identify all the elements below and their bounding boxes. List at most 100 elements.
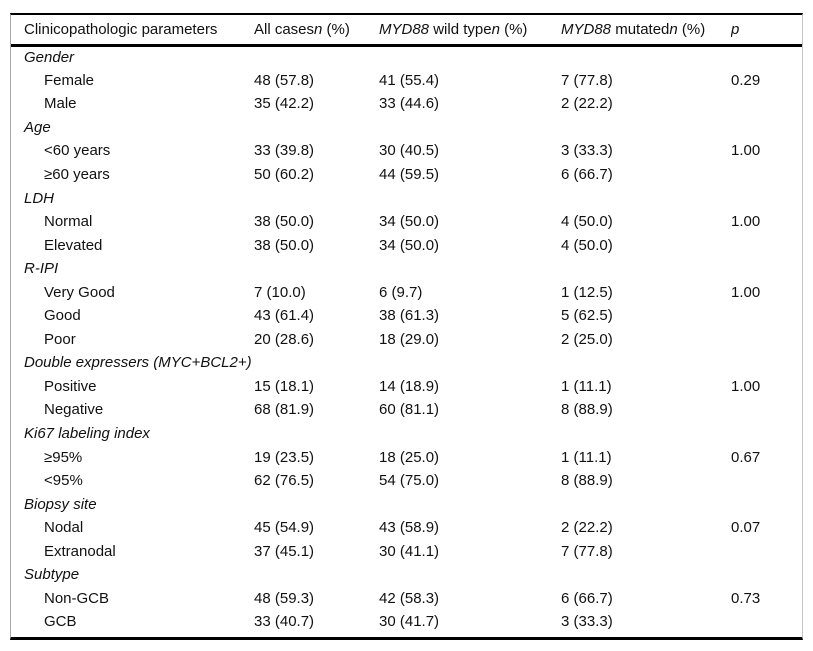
section-label: R-IPI [24, 260, 59, 278]
table-body: Gender Female 48 (57.8) 41 (55.4) 7 (77.… [11, 45, 802, 634]
table-row: Negative 68 (81.9) 60 (81.1) 8 (88.9) [11, 398, 802, 422]
cell-parameter: Poor [44, 330, 76, 348]
cell-parameter: ≥95% [44, 448, 83, 466]
table-row: GCB 33 (40.7) 30 (41.7) 3 (33.3) [11, 610, 802, 634]
cell-mutated: 2 (25.0) [561, 330, 613, 348]
cell-p-value [731, 539, 802, 563]
cell-p-value [731, 163, 802, 187]
cell-parameter: Extranodal [44, 542, 116, 560]
col-header-p-value: p [731, 15, 802, 47]
cell-p-value: 1.00 [731, 283, 761, 301]
table-header: Clinicopathologic parameters All casesn … [11, 15, 802, 47]
cell-all-cases: 33 (40.7) [254, 613, 315, 631]
cell-all-cases: 37 (45.1) [254, 542, 315, 560]
cell-wild-type: 42 (58.3) [379, 589, 440, 607]
cell-mutated: 5 (62.5) [561, 307, 613, 325]
cell-parameter: <60 years [44, 142, 111, 160]
cell-all-cases: 19 (23.5) [254, 448, 315, 466]
cell-mutated: 8 (88.9) [561, 401, 613, 419]
cell-wild-type: 30 (41.7) [379, 613, 440, 631]
section-row: R-IPI [11, 257, 802, 281]
cell-mutated: 1 (11.1) [561, 448, 612, 466]
cell-mutated: 3 (33.3) [561, 613, 613, 631]
cell-mutated: 6 (66.7) [561, 166, 613, 183]
col-header-all-cases: All casesn (%) [254, 15, 379, 47]
cell-parameter: Nodal [44, 519, 84, 537]
table-row: Good 43 (61.4) 38 (61.3) 5 (62.5) [11, 304, 802, 328]
cell-mutated: 8 (88.9) [561, 472, 613, 490]
cell-wild-type: 30 (40.5) [379, 142, 440, 160]
table-row: Non-GCB 48 (59.3) 42 (58.3) 6 (66.7) 0.7… [11, 587, 802, 611]
section-row: Ki67 labeling index [11, 422, 802, 446]
cell-all-cases: 48 (57.8) [254, 71, 315, 89]
cell-p-value: 1.00 [731, 142, 761, 160]
section-label: Ki67 labeling index [24, 425, 150, 443]
header-row: Clinicopathologic parameters All casesn … [11, 15, 802, 47]
all-cases-pct: (%) [322, 20, 350, 38]
section-label: Biopsy site [24, 495, 97, 513]
cell-parameter: Female [44, 71, 95, 89]
cell-mutated: 3 (33.3) [561, 142, 613, 160]
col-header-mutated: MYD88 mutatedn (%) [561, 15, 731, 47]
cell-wild-type: 6 (9.7) [379, 283, 423, 301]
cell-all-cases: 38 (50.0) [254, 236, 315, 254]
section-label: LDH [24, 189, 55, 207]
section-row: Biopsy site [11, 492, 802, 516]
table-row: Positive 15 (18.1) 14 (18.9) 1 (11.1) 1.… [11, 375, 802, 399]
cell-all-cases: 62 (76.5) [254, 472, 315, 490]
table-row: Very Good 7 (10.0) 6 (9.7) 1 (12.5) 1.00 [11, 280, 802, 304]
cell-parameter: Non-GCB [44, 589, 110, 607]
mutated-n: n [669, 20, 678, 38]
all-cases-n: n [314, 20, 323, 38]
cell-p-value [731, 610, 802, 634]
table-row: Normal 38 (50.0) 34 (50.0) 4 (50.0) 1.00 [11, 210, 802, 234]
cell-all-cases: 50 (60.2) [254, 166, 315, 183]
cell-mutated: 1 (12.5) [561, 283, 613, 301]
wild-type-n: n [491, 20, 500, 38]
cell-p-value: 1.00 [731, 377, 761, 395]
cell-parameter: Elevated [44, 236, 103, 254]
cell-mutated: 1 (11.1) [561, 377, 612, 395]
cell-wild-type: 34 (50.0) [379, 236, 440, 254]
cell-all-cases: 7 (10.0) [254, 283, 306, 301]
cell-mutated: 2 (22.2) [561, 95, 613, 113]
cell-wild-type: 43 (58.9) [379, 519, 440, 537]
table-row: Poor 20 (28.6) 18 (29.0) 2 (25.0) [11, 328, 802, 352]
cell-wild-type: 34 (50.0) [379, 213, 440, 231]
cell-wild-type: 18 (29.0) [379, 330, 440, 348]
cell-parameter: GCB [44, 613, 77, 631]
cell-all-cases: 45 (54.9) [254, 519, 315, 537]
cell-mutated: 4 (50.0) [561, 236, 613, 254]
table-row: Female 48 (57.8) 41 (55.4) 7 (77.8) 0.29 [11, 69, 802, 93]
cell-all-cases: 33 (39.8) [254, 142, 315, 160]
cell-all-cases: 15 (18.1) [254, 377, 315, 395]
table-row: Elevated 38 (50.0) 34 (50.0) 4 (50.0) [11, 233, 802, 257]
table-row: ≥95% 19 (23.5) 18 (25.0) 1 (11.1) 0.67 [11, 445, 802, 469]
wild-type-gene: MYD88 [379, 20, 430, 38]
cell-all-cases: 20 (28.6) [254, 330, 315, 348]
section-label: Gender [24, 49, 75, 67]
cell-p-value: 0.67 [731, 448, 761, 466]
section-row: Age [11, 116, 802, 140]
col-header-parameters-label: Clinicopathologic parameters [24, 20, 218, 38]
cell-p-value [731, 328, 802, 352]
section-label: Double expressers (MYC+BCL2+) [24, 354, 252, 372]
clinicopathologic-table-frame: Clinicopathologic parameters All casesn … [10, 13, 803, 640]
cell-all-cases: 68 (81.9) [254, 401, 315, 419]
mutated-text: mutated [611, 20, 670, 38]
cell-wild-type: 38 (61.3) [379, 307, 440, 325]
cell-parameter: Normal [44, 213, 93, 231]
cell-p-value: 0.29 [731, 71, 761, 89]
cell-wild-type: 14 (18.9) [379, 377, 440, 395]
table-row: <95% 62 (76.5) 54 (75.0) 8 (88.9) [11, 469, 802, 493]
cell-all-cases: 48 (59.3) [254, 589, 315, 607]
section-label: Subtype [24, 566, 80, 584]
cell-all-cases: 38 (50.0) [254, 213, 315, 231]
cell-wild-type: 18 (25.0) [379, 448, 440, 466]
mutated-pct: (%) [677, 20, 706, 38]
cell-wild-type: 54 (75.0) [379, 472, 440, 490]
cell-parameter: Male [44, 95, 77, 113]
table-row: ≥60 years 50 (60.2) 44 (59.5) 6 (66.7) [11, 163, 802, 187]
cell-mutated: 6 (66.7) [561, 589, 613, 607]
